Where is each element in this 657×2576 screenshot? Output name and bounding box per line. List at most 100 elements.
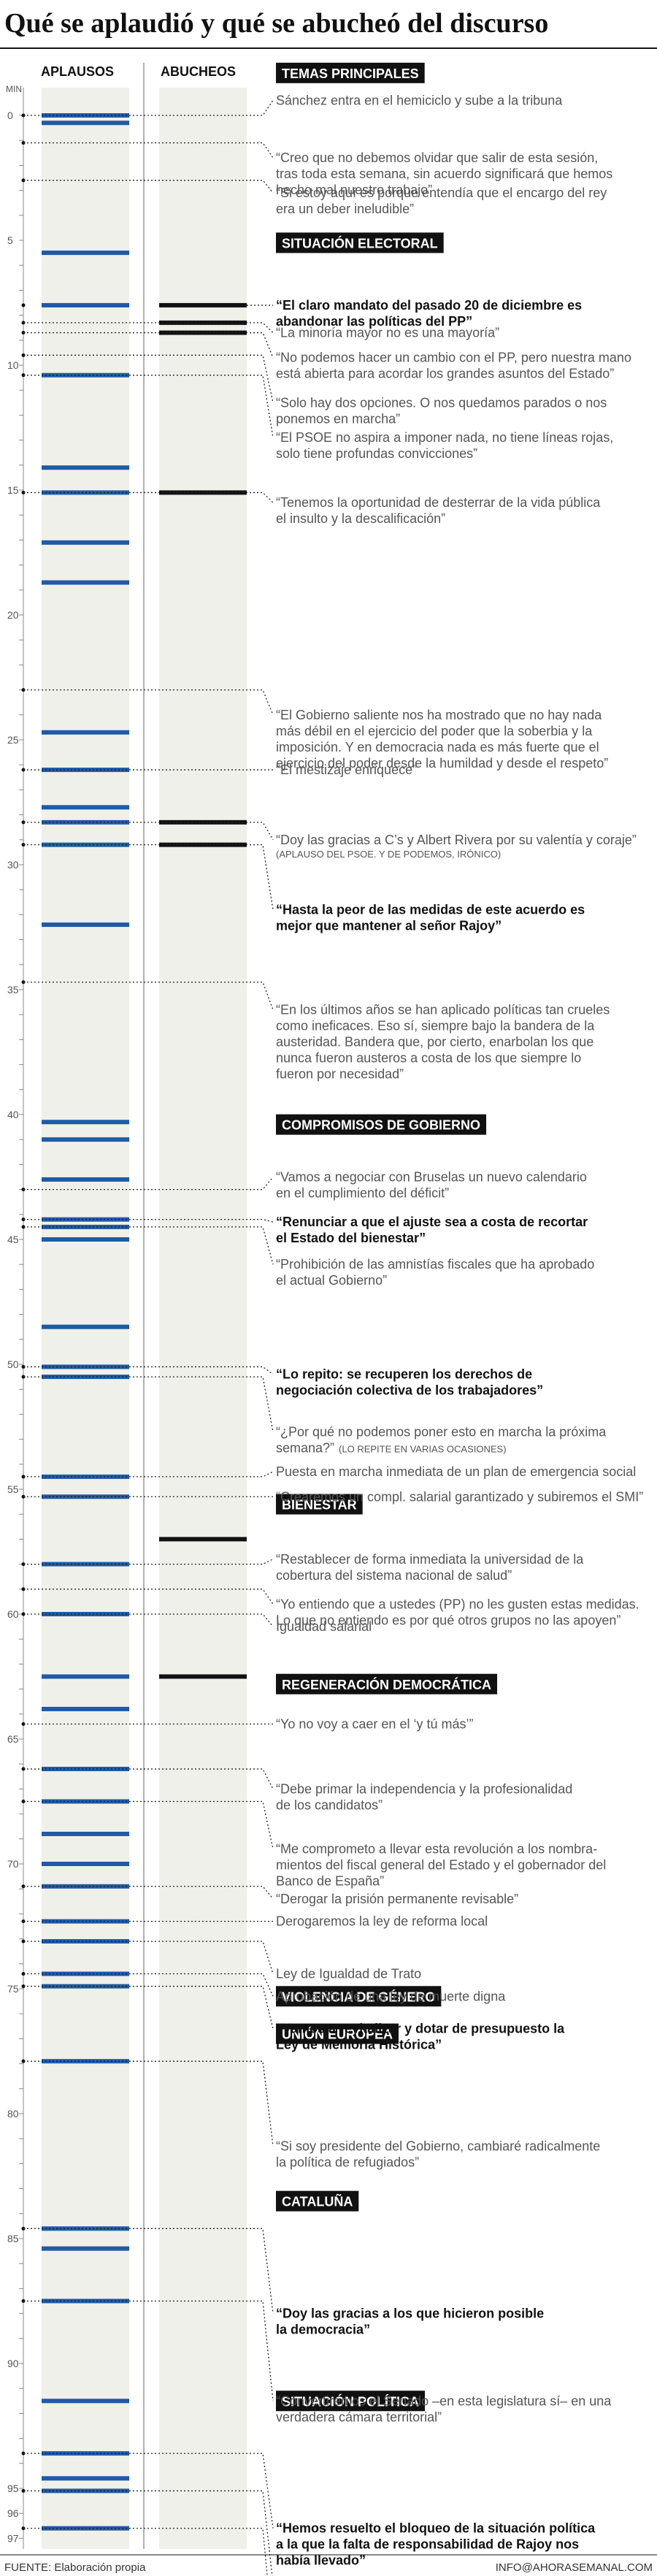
quote-line: “Vamos a revitalizar y dotar de presupue… (276, 2022, 565, 2036)
quote: “Debe primar la independencia y la profe… (276, 1781, 572, 1812)
quote-line: el Estado del bienestar” (276, 1231, 426, 1245)
quote-line: “En los últimos años se han aplicado pol… (276, 1002, 610, 1017)
aplauso-bar (42, 1177, 129, 1182)
quote-line: solo tiene profundas convicciones” (276, 446, 477, 461)
section-header-label: CATALUÑA (282, 2194, 353, 2209)
quote: “Si soy presidente del Gobierno, cambiar… (276, 2139, 600, 2169)
quote: “Solo hay dos opciones. O nos quedamos p… (276, 395, 607, 426)
quote-line: nunca fueron austeros a costa de los que… (276, 1050, 581, 1065)
quote-note: (LO REPITE EN VARIAS OCASIONES) (339, 1443, 506, 1454)
quote-line: “Lo repito: se recuperen los derechos de (276, 1367, 532, 1382)
quote: “Me comprometo a llevar esta revolución … (276, 1841, 606, 1888)
axis-tick-label: 70 (7, 1858, 19, 1870)
quote-line: “El Gobierno saliente nos ha mostrado qu… (276, 708, 602, 722)
connector-line (23, 2060, 274, 2147)
aplauso-bar (42, 922, 129, 928)
quote-line: “Debe primar la independencia y la profe… (276, 1781, 572, 1796)
section-header-box (276, 2023, 399, 2044)
quote-line: “El mestizaje enriquece” (276, 763, 417, 777)
aplauso-bar (42, 2476, 129, 2481)
quote-line: hecho mal nuestro trabajo” (276, 183, 432, 197)
quote-line: Puesta en marcha inmediata de un plan de… (276, 1464, 636, 1479)
quote: “El Gobierno saliente nos ha mostrado qu… (276, 708, 608, 771)
quote-line: era un deber ineludible” (276, 202, 414, 216)
abucheos-column-bg (159, 88, 247, 2549)
quote-line: Ley de Memoria Histórica” (276, 2038, 442, 2052)
quote-line: “La minoría mayor no es una mayoría” (276, 326, 499, 340)
section-header: SITUACIÓN POLÍTICA (276, 2390, 425, 2412)
quote: “Yo no voy a caer en el ‘y tú más’” (276, 1716, 473, 1731)
axis-tick-label: 0 (7, 110, 13, 121)
connector-line (23, 492, 274, 503)
aplauso-bar (42, 1674, 129, 1679)
aplausos-column-bg (42, 88, 129, 2549)
quote-line: más débil en el ejercicio del poder que … (276, 724, 593, 738)
axis-tick-label: 35 (7, 984, 19, 995)
aplauso-bar (42, 121, 129, 126)
quote-line: Aprobación de una ley de muerte digna (276, 1989, 506, 2003)
quote: “Restablecer de forma inmediata la unive… (276, 1552, 584, 1583)
quote: “Doy las gracias a C’s y Albert Rivera p… (276, 833, 637, 860)
section-header: CATALUÑA (276, 2190, 359, 2212)
quote-line: “Derogar la prisión permanente revisable… (276, 1892, 518, 1906)
connector-line (23, 822, 274, 841)
quote-line: “Convertiremos el Senado –en esta legisl… (276, 2393, 612, 2408)
quote-line: “Yo no voy a caer en el ‘y tú más’” (276, 1716, 473, 1731)
quote-line: tras toda esta semana, sin acuerdo signi… (276, 167, 612, 181)
aplauso-bar (42, 251, 129, 256)
quote: “Convertiremos el Senado –en esta legisl… (276, 2393, 612, 2424)
quote-line: como ineficaces. Eso sí, siempre bajo la… (276, 1018, 595, 1033)
column-header-aplausos: APLAUSOS (41, 64, 114, 79)
connector-line (23, 1973, 274, 1997)
axis-tick-label: 25 (7, 734, 19, 746)
aplauso-bar (42, 1120, 129, 1125)
quote: “Tenemos la oportunidad de desterrar de … (276, 495, 601, 526)
quote: Sánchez entra en el hemiciclo y sube a l… (276, 93, 563, 107)
quote-line: “Vamos a negociar con Bruselas un nuevo … (276, 1170, 587, 1185)
aplauso-bar (42, 465, 129, 470)
section-header: SITUACIÓN ELECTORAL (276, 232, 444, 253)
quote-line: “Solo hay dos opciones. O nos quedamos p… (276, 395, 607, 410)
quote: “El mestizaje enriquece” (276, 763, 417, 777)
quote-line: “Si estoy aquí es porque entendía que el… (276, 186, 607, 200)
highlight-quote: “Hemos resuelto el bloqueo de la situaci… (276, 2521, 596, 2568)
quote: “Crearemos un compl. salarial garantizad… (276, 1489, 643, 1504)
aplauso-bar (42, 2399, 129, 2404)
quote-line: mejor que mantener al señor Rajoy” (276, 919, 502, 933)
axis-tick-label: 80 (7, 2108, 19, 2120)
section-header: TEMAS PRINCIPALES (276, 62, 425, 83)
quote: Aprobación de una ley de muerte digna (276, 1989, 506, 2003)
axis-tick-label: 45 (7, 1234, 19, 1245)
section-header-box (276, 2390, 425, 2412)
section-header-label: SITUACIÓN POLÍTICA (282, 2393, 419, 2409)
quote-line: “Hemos resuelto el bloqueo de la situaci… (276, 2521, 596, 2536)
aplauso-bar (42, 2246, 129, 2251)
quote-line: cobertura del sistema nacional de salud” (276, 1568, 512, 1583)
quote-line: ponemos en marcha” (276, 411, 400, 426)
section-header: REGENERACIÓN DEMOCRÁTICA (276, 1673, 498, 1694)
axis-tick-label: 75 (7, 1983, 19, 1995)
aplauso-bar (42, 302, 129, 307)
footer-source: FUENTE: Elaboración propia (4, 2561, 146, 2574)
axis-tick-label: 60 (7, 1608, 19, 1620)
quote-line: “Prohibición de las amnistías fiscales q… (276, 1257, 594, 1272)
quote: “La minoría mayor no es una mayoría” (276, 326, 499, 340)
section-header-box (276, 1114, 487, 1135)
aplauso-bar (42, 1862, 129, 1866)
quote-line: “Renunciar a que el ajuste sea a costa d… (276, 1215, 588, 1229)
quote: “¿Por qué no podemos poner esto en march… (276, 1424, 607, 1455)
axis-tick-label: 97 (7, 2532, 19, 2544)
quote: Igualdad salarial (276, 1619, 372, 1634)
section-header: COMPROMISOS DE GOBIERNO (276, 1114, 487, 1135)
quote-line: semana?” (276, 1440, 334, 1455)
axis-tick-label: 5 (7, 234, 13, 246)
quote-line: está abierta para acordar los grandes as… (276, 367, 614, 381)
quote-line: el actual Gobierno” (276, 1273, 387, 1288)
quote-line: “Restablecer de forma inmediata la unive… (276, 1552, 584, 1567)
section-header: VIOLENCIA DE GÉNERO (276, 1986, 442, 2007)
section-header-label: VIOLENCIA DE GÉNERO (282, 1989, 435, 2004)
section-header-label: BIENESTAR (282, 1498, 357, 1513)
quote-line: negociación colectiva de los trabajadore… (276, 1383, 543, 1398)
highlight-quote: “Lo repito: se recuperen los derechos de… (276, 1367, 543, 1398)
